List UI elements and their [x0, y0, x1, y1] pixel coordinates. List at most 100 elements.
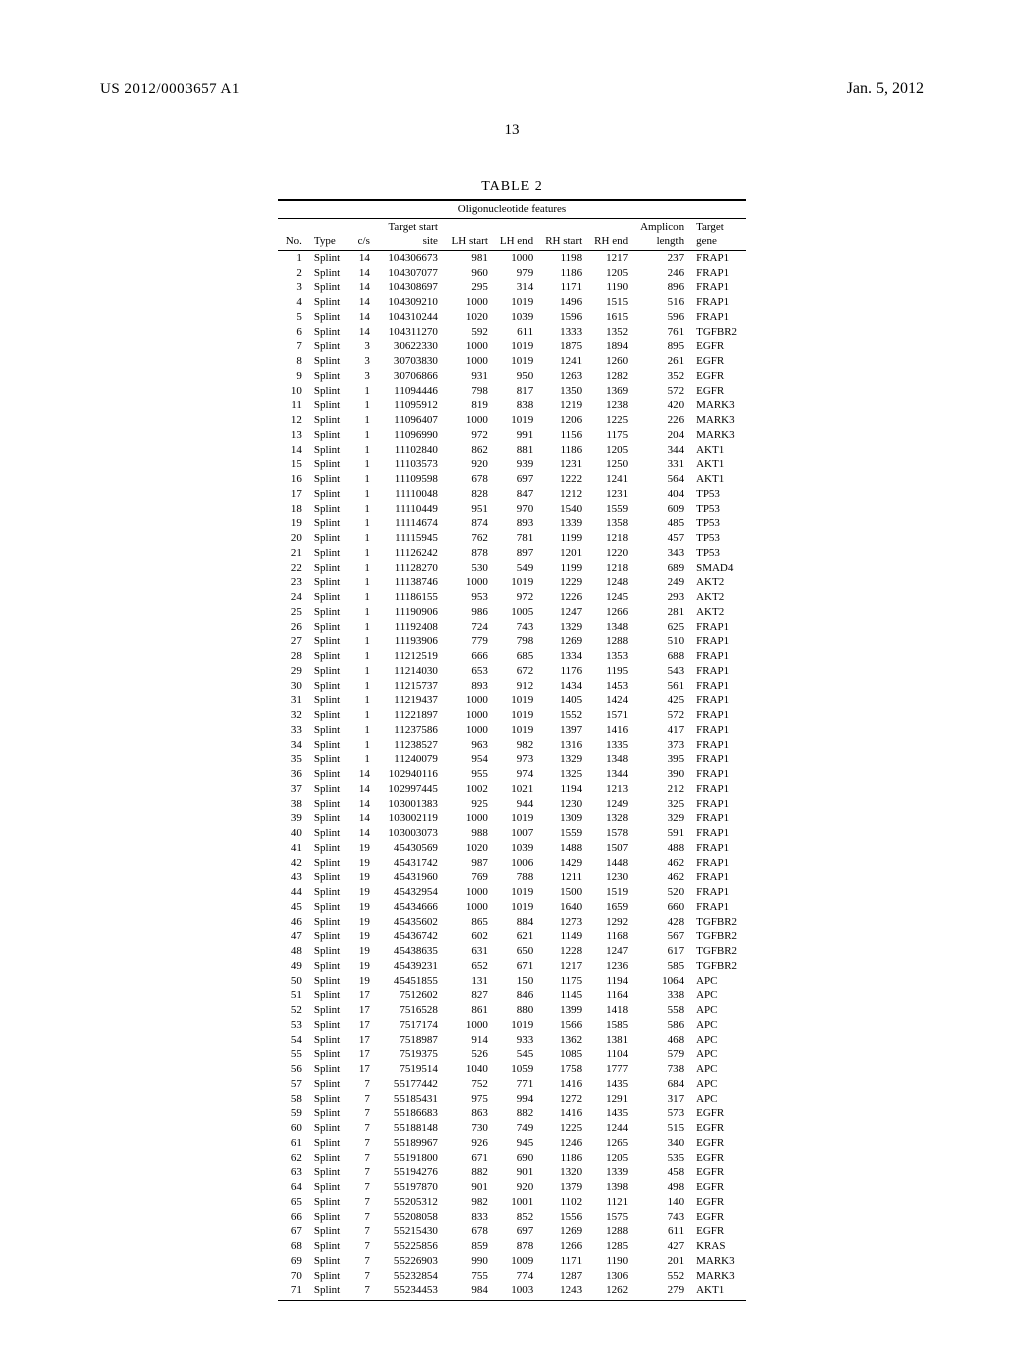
table-cell: 1019: [494, 1018, 539, 1033]
table-cell: 1217: [588, 251, 634, 266]
column-header: Ampliconlength: [634, 218, 690, 251]
table-cell: 1381: [588, 1033, 634, 1048]
table-cell: 572: [634, 709, 690, 724]
table-cell: Splint: [308, 325, 350, 340]
table-cell: 30: [278, 679, 308, 694]
table-cell: Splint: [308, 709, 350, 724]
table-cell: 1225: [588, 414, 634, 429]
table-cell: 11221897: [376, 709, 444, 724]
table-cell: 972: [494, 591, 539, 606]
table-row: 27Splint11119390677979812691288510FRAP1: [278, 635, 746, 650]
table-cell: 17: [350, 1048, 376, 1063]
table-cell: 1292: [588, 915, 634, 930]
table-cell: 1640: [539, 900, 588, 915]
table-cell: 201: [634, 1254, 690, 1269]
table-cell: 1: [350, 679, 376, 694]
table-cell: 1575: [588, 1210, 634, 1225]
table-cell: Splint: [308, 959, 350, 974]
table-cell: 925: [444, 797, 494, 812]
table-cell: 60: [278, 1122, 308, 1137]
table-cell: 7516528: [376, 1004, 444, 1019]
table-cell: FRAP1: [690, 650, 746, 665]
table-cell: 1758: [539, 1063, 588, 1078]
table-cell: 1000: [444, 886, 494, 901]
table-cell: 150: [494, 974, 539, 989]
table-cell: 1039: [494, 310, 539, 325]
table-cell: 1231: [539, 458, 588, 473]
table-cell: 689: [634, 561, 690, 576]
table-cell: Splint: [308, 989, 350, 1004]
table-cell: 59: [278, 1107, 308, 1122]
table-cell: 34: [278, 738, 308, 753]
table-cell: 572: [634, 384, 690, 399]
table-cell: 1334: [539, 650, 588, 665]
table-cell: 960: [444, 266, 494, 281]
table-cell: Splint: [308, 723, 350, 738]
table-cell: 1309: [539, 812, 588, 827]
table-cell: Splint: [308, 458, 350, 473]
table-cell: 28: [278, 650, 308, 665]
table-cell: 1416: [588, 723, 634, 738]
table-cell: 428: [634, 915, 690, 930]
table-cell: 1222: [539, 473, 588, 488]
table-cell: 55226903: [376, 1254, 444, 1269]
table-cell: 738: [634, 1063, 690, 1078]
table-cell: Splint: [308, 1269, 350, 1284]
table-cell: 986: [444, 605, 494, 620]
table-cell: 1019: [494, 576, 539, 591]
table-cell: 1: [350, 694, 376, 709]
table-row: 20Splint11111594576278111991218457TP53: [278, 532, 746, 547]
table-cell: FRAP1: [690, 679, 746, 694]
table-cell: Splint: [308, 561, 350, 576]
table-row: 25Splint111190906986100512471266281AKT2: [278, 605, 746, 620]
table-cell: 38: [278, 797, 308, 812]
table-cell: 45451855: [376, 974, 444, 989]
table-cell: 510: [634, 635, 690, 650]
table-row: 12Splint1110964071000101912061225226MARK…: [278, 414, 746, 429]
table-cell: 8: [278, 355, 308, 370]
table-cell: 798: [494, 635, 539, 650]
table-cell: KRAS: [690, 1240, 746, 1255]
table-cell: 1009: [494, 1254, 539, 1269]
table-cell: 564: [634, 473, 690, 488]
table-cell: Splint: [308, 473, 350, 488]
table-cell: 596: [634, 310, 690, 325]
table-row: 46Splint194543560286588412731292428TGFBR…: [278, 915, 746, 930]
table-cell: AKT2: [690, 605, 746, 620]
table-cell: 1453: [588, 679, 634, 694]
table-row: 70Splint75523285475577412871306552MARK3: [278, 1269, 746, 1284]
table-cell: 39: [278, 812, 308, 827]
table-cell: 11138746: [376, 576, 444, 591]
table-cell: Splint: [308, 694, 350, 709]
table-row: 10Splint11109444679881713501369572EGFR: [278, 384, 746, 399]
table-cell: 1219: [539, 399, 588, 414]
table-cell: AKT1: [690, 458, 746, 473]
table-cell: 70: [278, 1269, 308, 1284]
table-cell: 1894: [588, 340, 634, 355]
table-cell: 67: [278, 1225, 308, 1240]
table-cell: Splint: [308, 856, 350, 871]
table-cell: 55208058: [376, 1210, 444, 1225]
table-cell: 13: [278, 428, 308, 443]
table-cell: 1: [350, 635, 376, 650]
table-cell: 7: [350, 1269, 376, 1284]
table-cell: 102940116: [376, 768, 444, 783]
table-cell: 1: [350, 576, 376, 591]
table-cell: 1245: [588, 591, 634, 606]
table-cell: 11128270: [376, 561, 444, 576]
table-cell: 1424: [588, 694, 634, 709]
table-cell: Splint: [308, 428, 350, 443]
table-cell: 1244: [588, 1122, 634, 1137]
table-cell: 17: [350, 989, 376, 1004]
table-cell: EGFR: [690, 1166, 746, 1181]
table-cell: 650: [494, 945, 539, 960]
table-cell: 1211: [539, 871, 588, 886]
table-cell: 19: [350, 886, 376, 901]
table-cell: 1: [350, 664, 376, 679]
table-row: 22Splint11112827053054911991218689SMAD4: [278, 561, 746, 576]
table-row: 63Splint75519427688290113201339458EGFR: [278, 1166, 746, 1181]
table-cell: 45435602: [376, 915, 444, 930]
table-cell: 1: [350, 384, 376, 399]
table-cell: 1186: [539, 266, 588, 281]
table-cell: 1249: [588, 797, 634, 812]
